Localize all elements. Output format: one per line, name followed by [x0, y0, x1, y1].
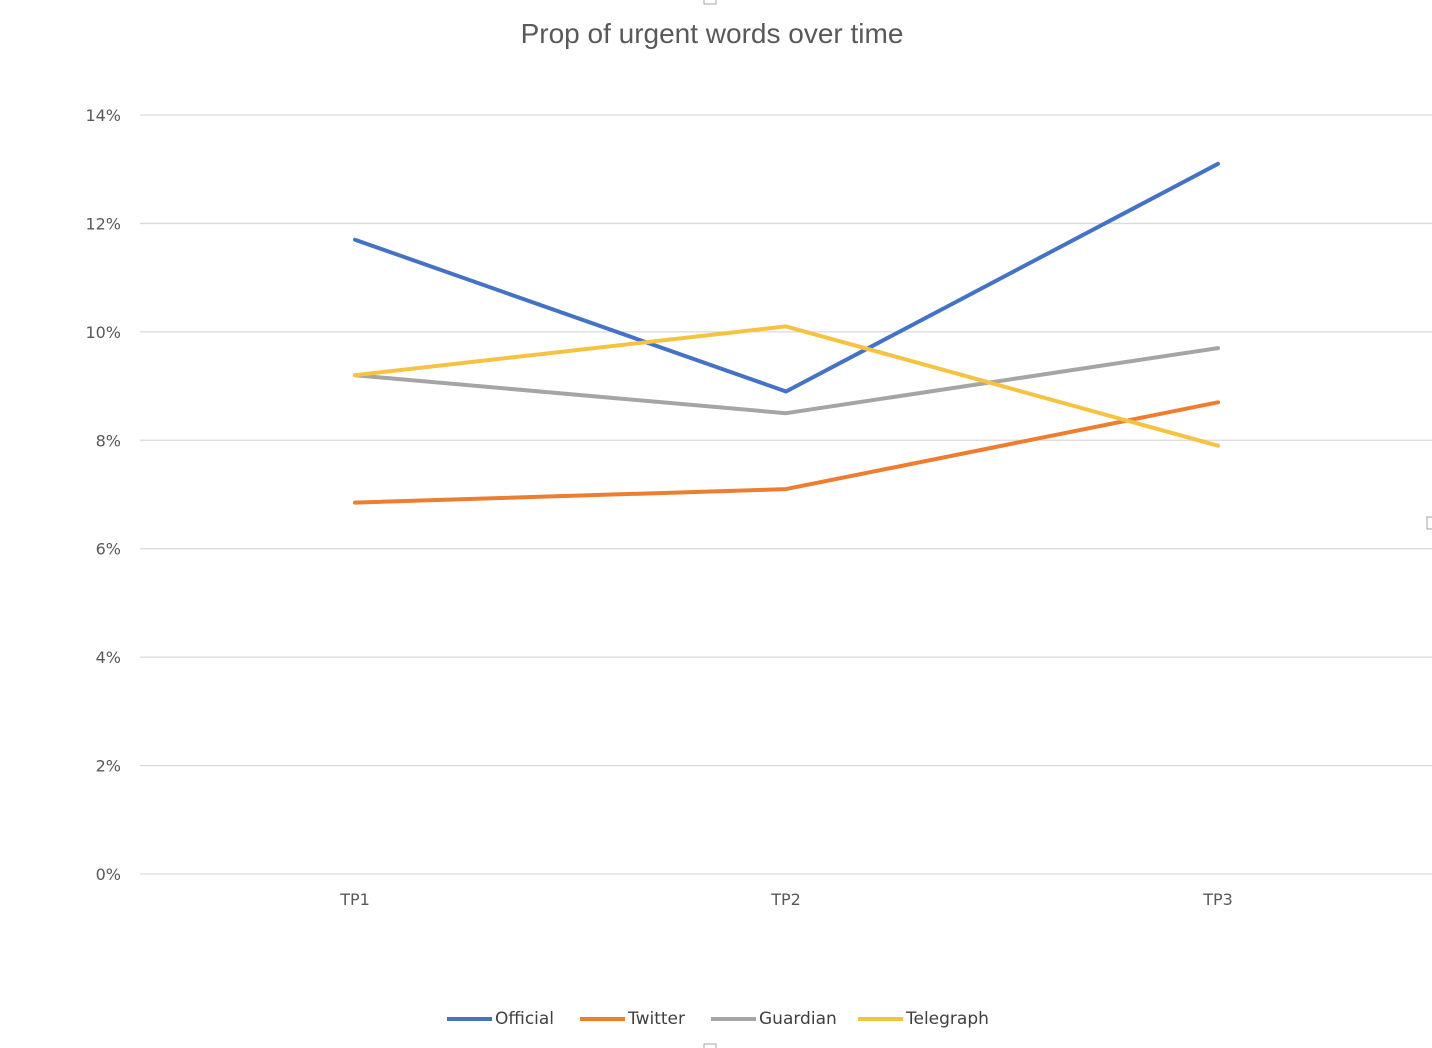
- legend-label-guardian: Guardian: [759, 1009, 837, 1029]
- y-tick-label: 8%: [96, 431, 121, 450]
- resize-handle-bottom[interactable]: [703, 1043, 717, 1048]
- series-line-guardian: [353, 346, 1220, 416]
- series-lines: [353, 161, 1220, 505]
- legend-label-official: Official: [495, 1009, 554, 1029]
- y-tick-label: 10%: [85, 323, 121, 342]
- legend-label-telegraph: Telegraph: [905, 1009, 989, 1029]
- gridlines: [140, 114, 1432, 875]
- series-line-twitter: [353, 400, 1220, 505]
- y-tick-label: 14%: [85, 106, 121, 125]
- series-line-official: [353, 161, 1220, 394]
- resize-handle-right[interactable]: [1426, 516, 1432, 530]
- resize-handle-top[interactable]: [703, 0, 717, 5]
- y-tick-label: 2%: [96, 757, 121, 776]
- y-tick-label: 6%: [96, 540, 121, 559]
- x-axis-tick-labels: TP1 TP2 TP3: [339, 890, 1233, 909]
- series-line-telegraph: [353, 324, 1220, 448]
- x-tick-label: TP2: [770, 890, 801, 909]
- y-tick-label: 4%: [96, 648, 121, 667]
- chart-title: Prop of urgent words over time: [521, 18, 904, 49]
- legend-label-twitter: Twitter: [627, 1009, 685, 1029]
- legend: Official Twitter Guardian Telegraph: [447, 1009, 989, 1029]
- y-tick-label: 12%: [85, 214, 121, 233]
- x-tick-label: TP3: [1202, 890, 1233, 909]
- x-tick-label: TP1: [339, 890, 370, 909]
- y-axis-tick-labels: 0% 2% 4% 6% 8% 10% 12% 14%: [85, 106, 121, 884]
- y-tick-label: 0%: [96, 865, 121, 884]
